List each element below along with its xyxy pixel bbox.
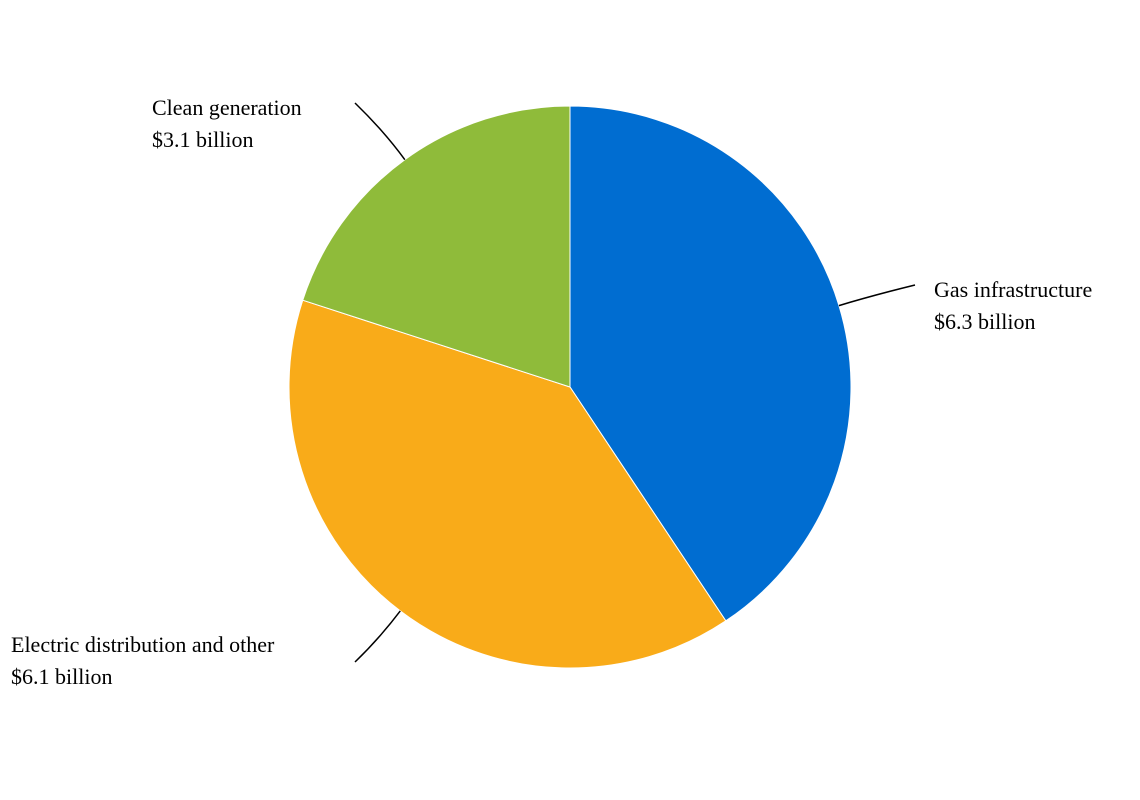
slice-value-label: $6.3 billion	[934, 309, 1035, 334]
leader-line	[838, 284, 916, 307]
leader-line	[354, 610, 401, 663]
slice-label: Gas infrastructure	[934, 277, 1092, 302]
slice-label: Clean generation	[152, 95, 302, 120]
slice-value-label: $6.1 billion	[11, 664, 112, 689]
slice-label: Electric distribution and other	[11, 632, 275, 657]
leader-line	[354, 102, 406, 161]
slice-value-label: $3.1 billion	[152, 127, 253, 152]
